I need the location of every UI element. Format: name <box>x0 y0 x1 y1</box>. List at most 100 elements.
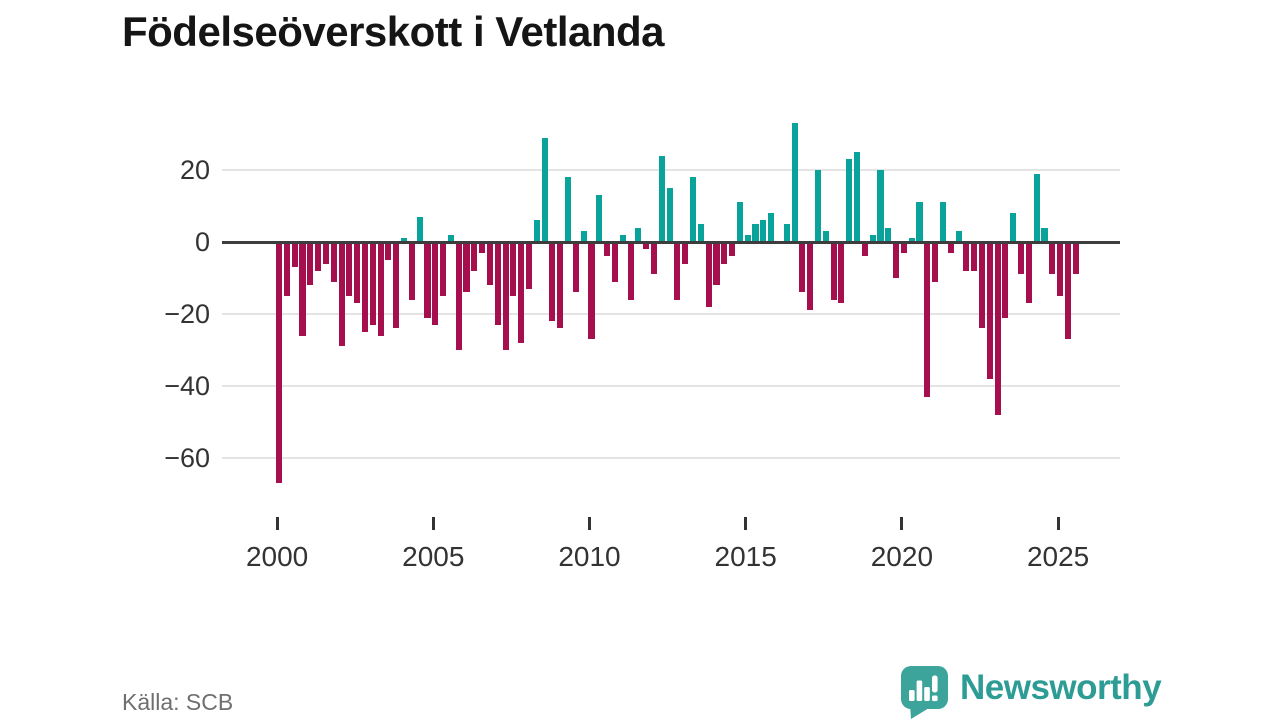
gridline-y-20 <box>222 313 1120 315</box>
newsworthy-logo-text: Newsworthy <box>960 668 1162 707</box>
bar-2012Q2 <box>658 155 665 242</box>
bar-2002Q2 <box>346 242 353 296</box>
x-axis-tick-2020 <box>900 517 904 530</box>
bar-2023Q2 <box>1002 242 1009 318</box>
x-axis-tick-label-2015: 2015 <box>714 541 777 572</box>
bar-2020Q2 <box>908 238 915 242</box>
bar-2013Q2 <box>689 177 697 242</box>
bar-2000Q2 <box>283 242 290 296</box>
bar-2024Q1 <box>1025 242 1032 304</box>
bar-2019Q1 <box>869 234 876 242</box>
bar-2005Q1 <box>432 242 439 325</box>
bar-2022Q2 <box>971 242 978 271</box>
bar-2015Q2 <box>752 224 759 242</box>
bar-2001Q2 <box>315 242 322 271</box>
bar-2013Q4 <box>705 242 712 307</box>
bar-2006Q4 <box>486 242 494 286</box>
bar-2014Q3 <box>729 242 736 257</box>
chart-title: Födelseöverskott i Vetlanda <box>122 8 665 55</box>
bar-2010Q3 <box>604 242 611 257</box>
bar-2003Q1 <box>369 242 376 325</box>
y-axis-tick-label: 0 <box>194 227 210 257</box>
bar-2023Q3 <box>1010 213 1017 242</box>
x-axis-tick-2010 <box>588 517 591 530</box>
newsworthy-logo-icon <box>901 666 948 719</box>
bar-2010Q4 <box>611 242 618 282</box>
bar-2012Q1 <box>650 242 658 275</box>
bar-2015Q1 <box>744 234 751 242</box>
bar-2021Q1 <box>932 242 939 282</box>
bar-2018Q1 <box>838 242 845 304</box>
x-axis-tick-2005 <box>431 517 435 530</box>
bar-2009Q3 <box>572 242 579 293</box>
y-axis-tick-label: −20 <box>164 299 210 329</box>
bar-2004Q1 <box>401 238 408 242</box>
bar-2023Q4 <box>1017 242 1025 275</box>
bar-2008Q3 <box>541 137 548 242</box>
bar-2015Q4 <box>768 213 775 242</box>
x-axis-tick-label-2010: 2010 <box>558 541 621 572</box>
bar-2003Q2 <box>377 242 384 336</box>
bar-2017Q3 <box>822 231 829 242</box>
bar-2023Q1 <box>994 242 1001 415</box>
x-axis-tick-2025 <box>1056 517 1060 530</box>
bar-2005Q4 <box>455 242 462 350</box>
bar-2008Q2 <box>533 220 540 242</box>
y-axis-tick-label: −40 <box>164 371 210 401</box>
bar-2008Q1 <box>525 242 533 289</box>
bar-2017Q1 <box>807 242 814 311</box>
bar-2000Q3 <box>291 242 298 268</box>
zero-axis-line <box>222 240 1120 244</box>
bar-2003Q4 <box>393 242 400 329</box>
bar-2009Q4 <box>580 231 587 242</box>
bar-2014Q2 <box>721 242 728 264</box>
bar-2016Q4 <box>799 242 806 293</box>
bar-2004Q4 <box>424 242 431 318</box>
bar-2018Q3 <box>853 152 861 242</box>
newsworthy-logo: Newsworthy <box>898 664 1168 720</box>
bar-2013Q1 <box>682 242 689 264</box>
bar-2025Q2 <box>1064 242 1071 340</box>
bar-2013Q3 <box>697 224 704 242</box>
bar-2016Q3 <box>791 123 798 242</box>
bar-2009Q2 <box>565 177 572 242</box>
bar-2022Q4 <box>986 242 993 379</box>
bar-2020Q1 <box>900 242 907 253</box>
bar-2006Q2 <box>471 242 478 271</box>
bar-2006Q1 <box>463 242 470 293</box>
bar-2002Q1 <box>338 242 345 347</box>
bar-2007Q4 <box>518 242 525 343</box>
bar-2018Q2 <box>846 159 853 242</box>
bar-2001Q4 <box>330 242 337 282</box>
bar-2007Q1 <box>494 242 501 325</box>
bar-2025Q3 <box>1072 242 1079 275</box>
bar-2001Q3 <box>322 242 330 264</box>
bar-2011Q1 <box>619 234 626 242</box>
bar-2009Q1 <box>557 242 564 329</box>
bar-2021Q3 <box>947 242 954 253</box>
bar-2012Q3 <box>666 188 673 242</box>
bar-2006Q3 <box>479 242 486 253</box>
x-axis-tick-label-2005: 2005 <box>402 541 465 572</box>
bar-2017Q4 <box>830 242 837 300</box>
bar-2018Q4 <box>861 242 868 257</box>
bar-2004Q3 <box>416 216 423 242</box>
bar-2008Q4 <box>549 242 556 322</box>
bar-2005Q2 <box>440 242 447 296</box>
plot-area: 20 0 −20 −40 −60 2000 2005 2010 2015 2020 2025 <box>164 123 1120 572</box>
x-axis-tick-2000 <box>275 517 279 530</box>
bar-2019Q2 <box>877 170 884 242</box>
y-axis-tick-label: 20 <box>179 155 210 185</box>
bar-2004Q2 <box>408 242 415 300</box>
bar-2014Q4 <box>736 202 743 242</box>
bar-2000Q4 <box>299 242 306 336</box>
bar-2019Q4 <box>893 242 900 278</box>
gridline-y-60 <box>222 457 1120 459</box>
x-axis-tick-label-2020: 2020 <box>870 541 934 572</box>
bar-2017Q2 <box>814 170 822 242</box>
bar-2020Q3 <box>916 202 923 242</box>
bar-2001Q1 <box>307 242 314 286</box>
bar-2024Q2 <box>1033 173 1040 242</box>
bar-2024Q3 <box>1041 227 1048 242</box>
